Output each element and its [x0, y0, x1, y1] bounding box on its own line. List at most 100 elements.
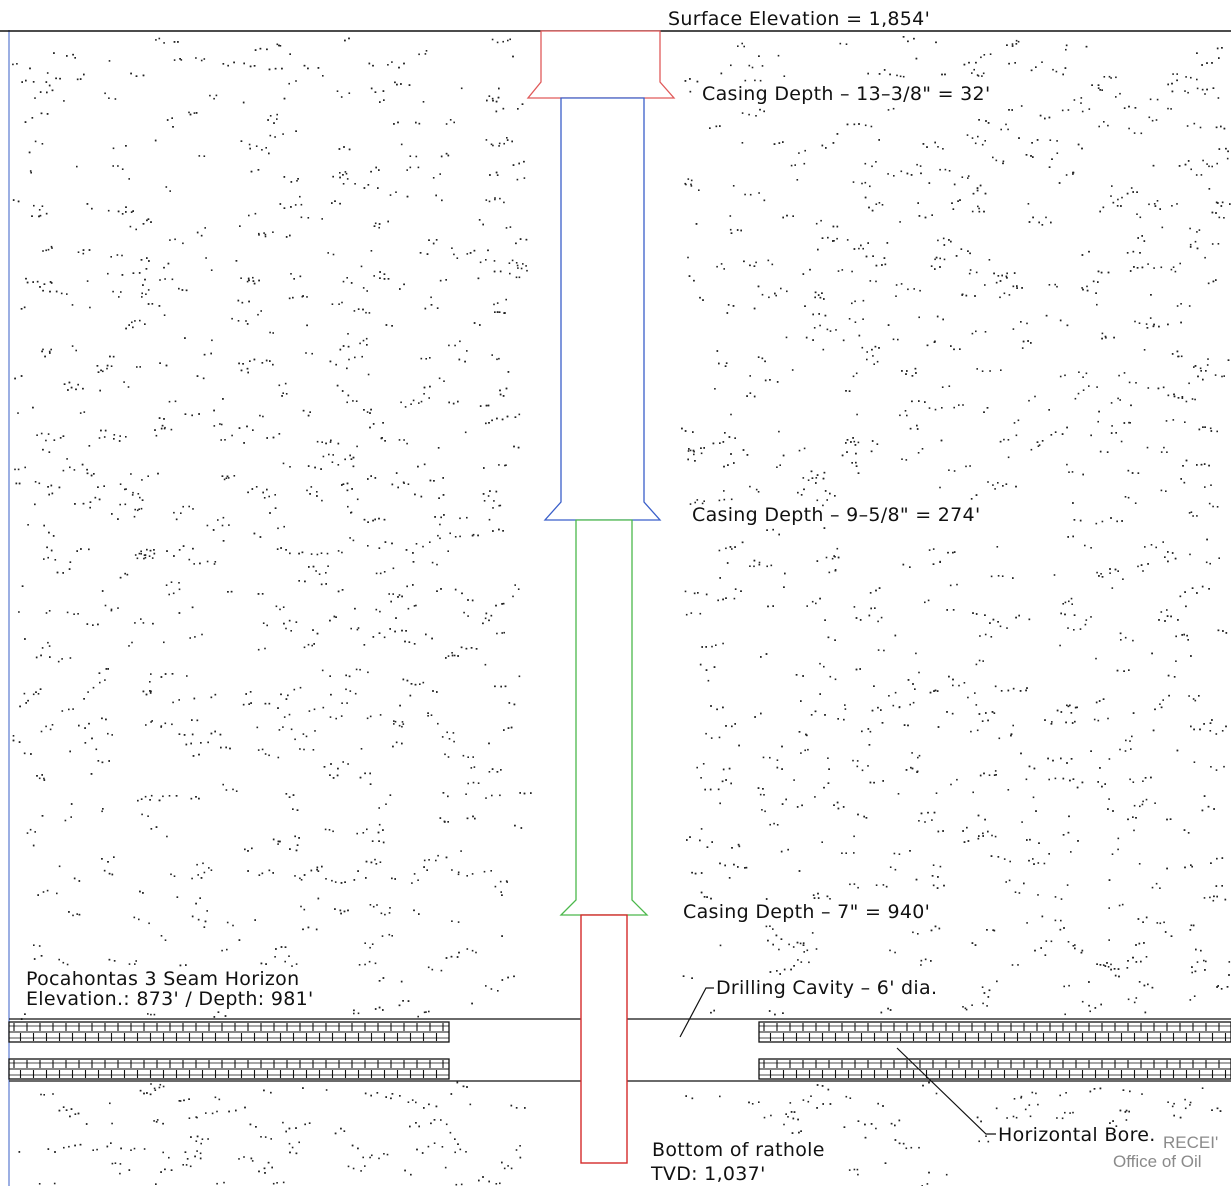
stipple-dot: [1190, 76, 1192, 79]
stipple-dot: [277, 707, 279, 709]
stipple-dot: [58, 486, 61, 489]
stipple-dot: [915, 57, 918, 60]
stipple-dot: [114, 98, 117, 100]
stipple-dot: [1160, 706, 1163, 709]
stipple-dot: [1151, 119, 1154, 122]
stipple-dot: [823, 298, 825, 300]
stipple-dot: [956, 778, 958, 781]
stipple-dot: [1052, 68, 1054, 71]
stipple-dot: [1194, 240, 1197, 243]
stipple-dot: [1187, 639, 1189, 641]
stipple-dot: [1213, 808, 1215, 810]
stipple-dot: [1058, 182, 1061, 184]
stipple-dot: [278, 44, 280, 47]
stipple-dot: [147, 1013, 149, 1015]
stipple-dot: [76, 550, 78, 552]
stipple-dot: [854, 444, 857, 446]
stipple-dot: [294, 835, 296, 838]
stipple-dot: [457, 655, 459, 657]
stipple-dot: [858, 123, 860, 125]
stipple-dot: [195, 112, 198, 114]
stipple-dot: [793, 1111, 796, 1113]
stipple-dot: [166, 835, 168, 838]
stipple-dot: [507, 976, 509, 979]
stipple-dot: [910, 766, 912, 769]
stipple-dot: [909, 703, 911, 706]
stipple-dot: [465, 1151, 467, 1153]
stipple-dot: [59, 77, 61, 80]
stipple-dot: [804, 749, 806, 752]
stipple-dot: [803, 447, 806, 450]
stipple-dot: [274, 136, 276, 138]
stipple-dot: [918, 316, 920, 319]
stipple-dot: [106, 367, 108, 370]
stipple-dot: [872, 255, 874, 257]
stipple-dot: [432, 242, 435, 245]
stipple-dot: [971, 72, 973, 74]
stipple-dot: [1212, 505, 1214, 508]
stipple-dot: [285, 549, 287, 551]
stipple-dot: [162, 1151, 164, 1154]
stipple-dot: [1111, 853, 1114, 855]
stipple-dot: [818, 313, 820, 315]
stipple-dot: [17, 412, 19, 414]
stipple-dot: [823, 665, 825, 668]
stipple-dot: [1032, 216, 1034, 219]
stipple-dot: [457, 873, 460, 876]
stipple-dot: [303, 646, 306, 649]
stipple-dot: [23, 306, 26, 309]
stipple-dot: [1170, 268, 1173, 271]
stipple-dot: [439, 537, 441, 540]
stipple-dot: [1155, 882, 1158, 885]
stipple-dot: [1088, 108, 1091, 110]
stipple-dot: [765, 898, 768, 900]
stipple-dot: [778, 142, 781, 144]
stipple-dot: [900, 283, 903, 285]
stipple-dot: [387, 278, 390, 280]
stipple-dot: [946, 609, 948, 611]
stipple-dot: [134, 554, 137, 556]
stipple-dot: [400, 401, 402, 404]
stipple-dot: [200, 1142, 202, 1145]
stipple-dot: [992, 156, 994, 159]
stipple-dot: [985, 1135, 987, 1137]
stipple-dot: [980, 56, 982, 59]
stipple-dot: [824, 619, 826, 621]
stipple-dot: [903, 724, 906, 726]
stipple-dot: [19, 705, 21, 708]
stipple-dot: [1013, 1098, 1016, 1100]
stipple-dot: [162, 1122, 164, 1125]
stipple-dot: [80, 548, 82, 550]
stipple-dot: [865, 255, 868, 258]
stipple-dot: [1121, 903, 1124, 906]
stipple-dot: [110, 608, 113, 611]
stipple-dot: [492, 530, 494, 532]
stipple-dot: [150, 690, 152, 693]
stipple-dot: [1105, 337, 1107, 339]
stipple-dot: [417, 166, 420, 169]
stipple-dot: [882, 884, 885, 886]
stipple-dot: [17, 468, 20, 471]
stipple-dot: [934, 340, 936, 343]
stipple-dot: [150, 721, 152, 723]
stipple-dot: [933, 690, 935, 692]
stipple-dot: [1141, 803, 1144, 806]
stipple-dot: [526, 269, 528, 272]
stipple-dot: [1138, 981, 1141, 983]
stipple-dot: [803, 488, 805, 491]
stipple-dot: [418, 402, 420, 404]
stipple-dot: [947, 551, 949, 554]
stipple-dot: [326, 552, 329, 555]
stipple-dot: [216, 1110, 218, 1113]
stipple-dot: [171, 278, 174, 281]
stipple-dot: [725, 725, 727, 727]
stipple-dot: [454, 344, 456, 347]
stipple-dot: [506, 881, 508, 883]
stipple-dot: [252, 280, 255, 282]
stipple-dot: [1008, 294, 1011, 296]
stipple-dot: [172, 126, 174, 128]
stipple-dot: [401, 629, 403, 632]
stipple-dot: [1188, 382, 1190, 385]
stipple-dot: [745, 866, 748, 869]
stipple-dot: [766, 529, 768, 531]
